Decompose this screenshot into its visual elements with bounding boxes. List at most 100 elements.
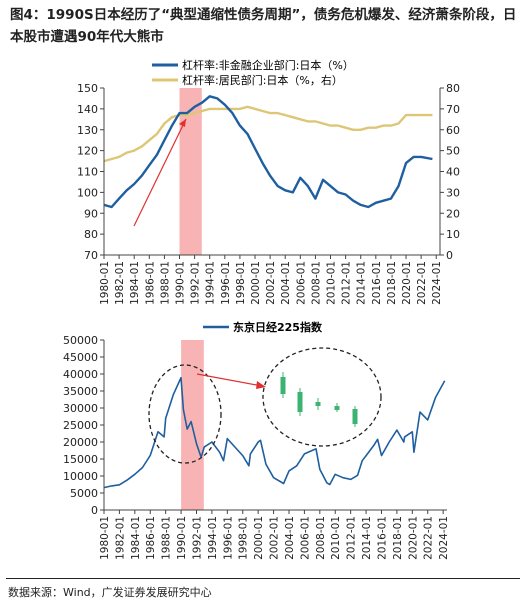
x-tick-label: 2022-01	[423, 516, 435, 560]
y-tick-label: 150	[77, 82, 98, 95]
zoom-arrowhead	[256, 381, 266, 389]
nikkei-chart: 0 5000 10000 15000 20000 25000 30000 35000 40000…	[63, 320, 450, 560]
candle-body	[315, 402, 321, 406]
x-tick-label: 2000-01	[250, 261, 262, 305]
y-tick-label: 10000	[63, 470, 98, 483]
x-tick-label: 2006-01	[299, 516, 311, 560]
x-tick-label: 1986-01	[144, 261, 156, 305]
candle-body	[280, 377, 286, 394]
highlight-band-1990s	[179, 88, 202, 255]
x-tick-label: 2012-01	[346, 516, 358, 560]
y-tick-label: 20000	[63, 436, 98, 449]
figure-charts: 70 80 90 100 110 120 130 140 150 0 10 20 30 40 50 60 70…	[63, 58, 460, 560]
x-tick-label: 2018-01	[392, 516, 404, 560]
y-tick-label: 30000	[63, 402, 98, 415]
y-tick-label: 50000	[63, 334, 98, 347]
x-tick-label: 2000-01	[253, 516, 265, 560]
x-tick-label: 1980-01	[99, 516, 111, 560]
x-tick-label: 1984-01	[130, 516, 142, 560]
x-tick-label: 1984-01	[129, 261, 141, 305]
legend-nonfin-label: 杠杆率:非金融企业部门:日本（%）	[182, 58, 354, 72]
x-tick-label: 1990-01	[175, 261, 187, 305]
x-tick-label: 2020-01	[401, 261, 413, 305]
nikkei-225-line	[103, 376, 446, 489]
y-tick-label: 80	[84, 228, 98, 241]
y-right-tick-label: 80	[446, 82, 460, 95]
x-tick-label: 1982-01	[114, 516, 126, 560]
trend-arrow	[133, 118, 187, 227]
y-right-tick-label: 50	[446, 145, 460, 158]
x-tick-label: 2004-01	[280, 261, 292, 305]
x-tick-label: 1992-01	[191, 516, 203, 560]
y-tick-label: 90	[84, 207, 98, 220]
x-tick-label: 2016-01	[376, 516, 388, 560]
x-tick-label: 2002-01	[265, 261, 277, 305]
y-tick-label: 40000	[63, 368, 98, 381]
y-right-tick-label: 0	[446, 249, 453, 262]
zoom-arrow	[196, 373, 263, 387]
y-tick-label: 100	[77, 186, 98, 199]
x-tick-label: 2010-01	[326, 261, 338, 305]
x-tick-label: 2022-01	[416, 261, 428, 305]
x-tick-label: 2018-01	[386, 261, 398, 305]
candlestick-group	[280, 372, 358, 427]
y-tick-label: 25000	[63, 419, 98, 432]
figure-title: 图4：1990S日本经历了“典型通缩性债务周期”，债务危机爆发、经济萧条阶段，日…	[10, 7, 517, 45]
y-right-tick-label: 10	[446, 228, 460, 241]
x-tick-label: 1994-01	[205, 261, 217, 305]
household-leverage-line	[103, 105, 433, 163]
y-tick-label: 5000	[70, 487, 98, 500]
x-tick-label: 2006-01	[295, 261, 307, 305]
x-tick-label: 2008-01	[315, 516, 327, 560]
y-tick-label: 35000	[63, 385, 98, 398]
legend-nikkei-label: 东京日经225指数	[233, 320, 323, 334]
x-tick-label: 2024-01	[438, 516, 450, 560]
x-tick-label: 1986-01	[145, 516, 157, 560]
y-tick-label: 120	[77, 145, 98, 158]
y-tick-label: 70	[84, 249, 98, 262]
candle-body	[352, 409, 358, 424]
x-tick-label: 1982-01	[114, 261, 126, 305]
x-tick-label: 2004-01	[284, 516, 296, 560]
x-tick-label: 1992-01	[190, 261, 202, 305]
x-tick-label: 1996-01	[220, 261, 232, 305]
x-tick-label: 2012-01	[341, 261, 353, 305]
y-tick-label: 0	[91, 504, 98, 517]
source-note: 数据来源：Wind，广发证券发展研究中心	[8, 586, 212, 599]
y-right-tick-label: 30	[446, 186, 460, 199]
peak-circle	[148, 364, 222, 464]
x-tick-label: 2008-01	[310, 261, 322, 305]
x-tick-label: 1998-01	[238, 516, 250, 560]
y-right-tick-label: 70	[446, 103, 460, 116]
y-right-tick-label: 60	[446, 124, 460, 137]
trend-arrowhead	[179, 119, 186, 127]
candle-body	[297, 392, 303, 412]
leverage-chart: 70 80 90 100 110 120 130 140 150 0 10 20 30 40 50 60 70…	[77, 58, 460, 305]
nonfin-leverage-line	[103, 95, 433, 209]
y-right-tick-label: 40	[446, 166, 460, 179]
x-tick-label: 2010-01	[330, 516, 342, 560]
x-tick-label: 1994-01	[207, 516, 219, 560]
y-tick-label: 45000	[63, 351, 98, 364]
candle-body	[334, 406, 340, 410]
y-tick-label: 140	[77, 103, 98, 116]
x-tick-label: 2002-01	[269, 516, 281, 560]
footer-rule	[6, 578, 520, 579]
y-tick-label: 15000	[63, 453, 98, 466]
x-tick-label: 1988-01	[159, 261, 171, 305]
x-tick-label: 2014-01	[361, 516, 373, 560]
legend-household-label: 杠杆率:居民部门:日本（%，右）	[182, 73, 343, 87]
y-tick-label: 130	[77, 124, 98, 137]
x-tick-label: 1990-01	[176, 516, 188, 560]
x-tick-label: 2024-01	[431, 261, 443, 305]
x-tick-label: 2020-01	[407, 516, 419, 560]
zoom-circle	[262, 347, 382, 447]
x-tick-label: 1998-01	[235, 261, 247, 305]
x-tick-label: 1980-01	[99, 261, 111, 305]
x-tick-label: 2014-01	[356, 261, 368, 305]
y-tick-label: 110	[77, 166, 98, 179]
y-right-tick-label: 20	[446, 207, 460, 220]
x-tick-label: 1996-01	[222, 516, 234, 560]
x-tick-label: 1988-01	[161, 516, 173, 560]
x-tick-label: 2016-01	[371, 261, 383, 305]
